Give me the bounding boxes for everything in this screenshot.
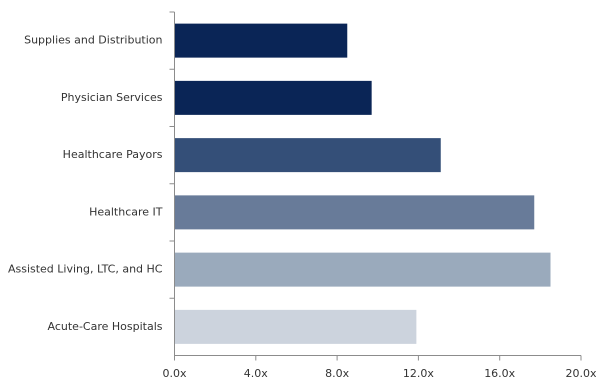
category-labels: Supplies and Distribution Physician Servi… [8, 34, 163, 333]
category-label-healthcare-payors: Healthcare Payors [63, 148, 163, 161]
bar-supplies-and-distribution [174, 23, 348, 58]
axes [174, 12, 581, 356]
category-label-supplies-and-distribution: Supplies and Distribution [24, 34, 162, 47]
category-label-physician-services: Physician Services [61, 91, 163, 104]
category-label-assisted-living-ltc-and-hc: Assisted Living, LTC, and HC [8, 263, 163, 276]
bar-assisted-living-ltc-and-hc [174, 252, 551, 287]
category-label-healthcare-it: Healthcare IT [89, 205, 163, 218]
x-tick-label: 8.0x [325, 367, 349, 380]
x-tick-label: 4.0x [244, 367, 268, 380]
bar-healthcare-payors [174, 138, 441, 173]
x-tick-label: 20.0x [565, 367, 596, 380]
bar-physician-services [174, 80, 372, 115]
x-axis-tick-labels: 0.0x 4.0x 8.0x 12.0x 16.0x 20.0x [162, 367, 596, 380]
x-axis-ticks [169, 11, 582, 361]
x-tick-label: 0.0x [162, 367, 186, 380]
x-tick-label: 16.0x [484, 367, 515, 380]
bars [174, 23, 551, 344]
category-label-acute-care-hospitals: Acute-Care Hospitals [48, 320, 163, 333]
bar-healthcare-it [174, 195, 535, 230]
x-tick-label: 12.0x [403, 367, 434, 380]
bar-acute-care-hospitals [174, 309, 417, 344]
